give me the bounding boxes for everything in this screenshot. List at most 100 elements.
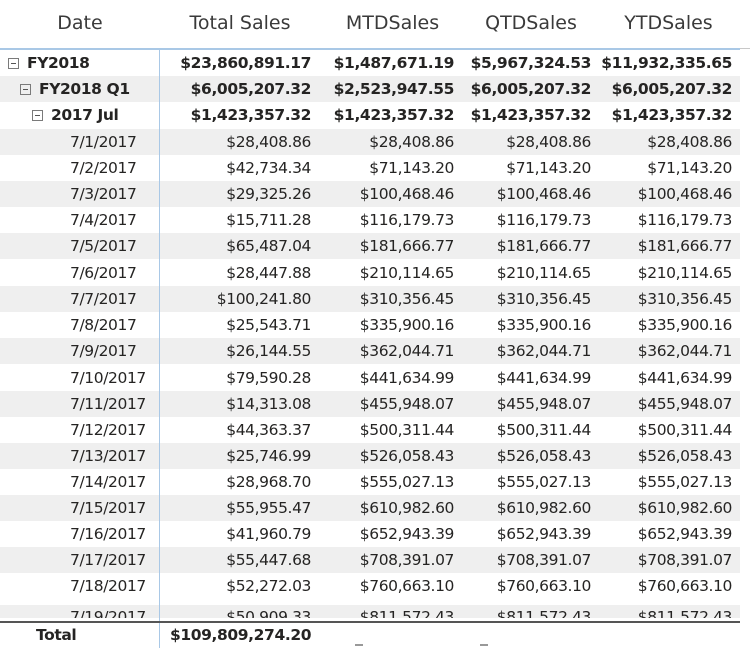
- cell-qtd-sales: $310,356.45: [496, 290, 592, 308]
- cell-total-sales: $1,423,357.32: [190, 106, 312, 124]
- row-header-date[interactable]: 7/11/2017: [70, 395, 146, 413]
- cell-ytd-sales: $1,423,357.32: [611, 106, 733, 124]
- cell-total-sales: $25,746.99: [226, 447, 311, 465]
- row-header-date[interactable]: 7/9/2017: [70, 342, 137, 360]
- row-header-date[interactable]: 7/18/2017: [70, 577, 146, 595]
- cell-total-sales: $52,272.03: [226, 577, 311, 595]
- cell-mtd-sales: $28,408.86: [369, 133, 454, 151]
- cell-qtd-sales: $335,900.16: [496, 316, 592, 334]
- cell-mtd-sales: $500,311.44: [359, 421, 455, 439]
- cell-mtd-sales: $811,572.43: [359, 608, 455, 618]
- cell-mtd-sales: $441,634.99: [359, 369, 455, 387]
- column-header-total-sales[interactable]: Total Sales: [189, 12, 291, 34]
- cell-ytd-sales: $555,027.13: [637, 473, 733, 491]
- cell-ytd-sales: $526,058.43: [637, 447, 733, 465]
- cell-mtd-sales: $555,027.13: [359, 473, 455, 491]
- cell-total-sales: $55,955.47: [226, 499, 311, 517]
- cell-ytd-sales: $362,044.71: [637, 342, 733, 360]
- cell-qtd-sales: $811,572.43: [496, 608, 592, 618]
- cell-ytd-sales: $100,468.46: [637, 185, 733, 203]
- row-header-date[interactable]: 7/3/2017: [70, 185, 137, 203]
- row-header-date[interactable]: 7/17/2017: [70, 551, 146, 569]
- row-header-quarter[interactable]: FY2018 Q1: [0, 76, 160, 102]
- row-header-date[interactable]: 7/5/2017: [70, 237, 137, 255]
- cell-mtd-sales: $116,179.73: [359, 211, 455, 229]
- row-header-date[interactable]: 7/10/2017: [70, 369, 146, 387]
- cell-mtd-sales: $71,143.20: [369, 159, 454, 177]
- row-header-date[interactable]: 7/1/2017: [70, 133, 137, 151]
- cell-total-sales: $50,909.33: [226, 608, 311, 618]
- cell-total-sales: $23,860,891.17: [180, 54, 311, 72]
- cell-mtd-sales: $1,487,671.19: [333, 54, 455, 72]
- row-header-date[interactable]: 7/8/2017: [70, 316, 137, 334]
- cell-total-sales: $79,590.28: [226, 369, 311, 387]
- cell-ytd-sales: $610,982.60: [637, 499, 733, 517]
- cell-total-sales: $6,005,207.32: [190, 80, 312, 98]
- row-header-date[interactable]: 7/4/2017: [70, 211, 137, 229]
- row-header-date[interactable]: 7/15/2017: [70, 499, 146, 517]
- cell-ytd-sales: $760,663.10: [637, 577, 733, 595]
- table-row: 7/15/2017 $55,955.47 $610,982.60 $610,98…: [0, 495, 740, 521]
- table-row: 7/18/2017 $52,272.03 $760,663.10 $760,66…: [0, 573, 740, 599]
- cell-qtd-sales: $116,179.73: [496, 211, 592, 229]
- table-row: 7/10/2017 $79,590.28 $441,634.99 $441,63…: [0, 365, 740, 391]
- cell-mtd-sales: $335,900.16: [359, 316, 455, 334]
- cell-qtd-sales: $652,943.39: [496, 525, 592, 543]
- row-header-date[interactable]: 7/13/2017: [70, 447, 146, 465]
- table-row: 7/4/2017 $15,711.28 $116,179.73 $116,179…: [0, 207, 740, 233]
- cell-mtd-sales: $310,356.45: [359, 290, 455, 308]
- cell-mtd-sales: $1,423,357.32: [333, 106, 455, 124]
- table-row: 7/9/2017 $26,144.55 $362,044.71 $362,044…: [0, 338, 740, 364]
- total-row: Total $109,809,274.20: [0, 622, 740, 648]
- cell-total-sales: $65,487.04: [226, 237, 311, 255]
- column-header-mtd-sales[interactable]: MTDSales: [345, 12, 440, 34]
- cell-ytd-sales: $500,311.44: [637, 421, 733, 439]
- cell-qtd-sales: $500,311.44: [496, 421, 592, 439]
- row-header-date[interactable]: 7/12/2017: [70, 421, 146, 439]
- cell-qtd-sales: $441,634.99: [496, 369, 592, 387]
- cell-total-sales: $28,968.70: [226, 473, 311, 491]
- collapse-icon[interactable]: [32, 109, 43, 121]
- cell-total-sales: $44,363.37: [226, 421, 311, 439]
- resize-handle[interactable]: [355, 644, 363, 646]
- cell-total-sales: $26,144.55: [226, 342, 311, 360]
- table-row: 7/13/2017 $25,746.99 $526,058.43 $526,05…: [0, 443, 740, 469]
- row-header-date[interactable]: 7/16/2017: [70, 525, 146, 543]
- row-label: FY2018 Q1: [39, 80, 130, 98]
- table-row: 7/11/2017 $14,313.08 $455,948.07 $455,94…: [0, 391, 740, 417]
- hierarchy-row-fy: FY2018 $23,860,891.17 $1,487,671.19 $5,9…: [0, 50, 740, 76]
- table-row: 7/12/2017 $44,363.37 $500,311.44 $500,31…: [0, 417, 740, 443]
- cell-qtd-sales: $28,408.86: [506, 133, 591, 151]
- cell-ytd-sales: $652,943.39: [637, 525, 733, 543]
- table-row: 7/1/2017 $28,408.86 $28,408.86 $28,408.8…: [0, 129, 740, 155]
- cell-mtd-sales: $2,523,947.55: [333, 80, 455, 98]
- row-label: FY2018: [27, 54, 90, 72]
- table-row: 7/7/2017 $100,241.80 $310,356.45 $310,35…: [0, 286, 740, 312]
- cell-mtd-sales: $760,663.10: [359, 577, 455, 595]
- cell-ytd-sales: $210,114.65: [637, 264, 733, 282]
- table-row: 7/3/2017 $29,325.26 $100,468.46 $100,468…: [0, 181, 740, 207]
- cell-ytd-sales: $708,391.07: [637, 551, 733, 569]
- row-header-date[interactable]: 7/19/2017: [70, 608, 146, 618]
- column-header-ytd-sales[interactable]: YTDSales: [624, 12, 713, 34]
- row-header-date[interactable]: 7/14/2017: [70, 473, 146, 491]
- cell-total-sales: $42,734.34: [226, 159, 311, 177]
- row-header-month[interactable]: 2017 Jul: [0, 102, 160, 128]
- row-header-fy[interactable]: FY2018: [0, 50, 160, 76]
- column-header-qtd-sales[interactable]: QTDSales: [485, 12, 577, 34]
- cell-qtd-sales: $210,114.65: [496, 264, 592, 282]
- row-header-date[interactable]: 7/6/2017: [70, 264, 137, 282]
- column-header-date[interactable]: Date: [57, 12, 103, 34]
- cell-ytd-sales: $28,408.86: [647, 133, 732, 151]
- cell-mtd-sales: $362,044.71: [359, 342, 455, 360]
- cell-qtd-sales: $526,058.43: [496, 447, 592, 465]
- cell-qtd-sales: $760,663.10: [496, 577, 592, 595]
- resize-handle[interactable]: [480, 644, 488, 646]
- row-header-date[interactable]: 7/2/2017: [70, 159, 137, 177]
- cell-mtd-sales: $610,982.60: [359, 499, 455, 517]
- collapse-icon[interactable]: [20, 83, 31, 95]
- table-row: 7/19/2017 $50,909.33 $811,572.43 $811,57…: [0, 605, 740, 618]
- cell-qtd-sales: $6,005,207.32: [470, 80, 592, 98]
- row-header-date[interactable]: 7/7/2017: [70, 290, 137, 308]
- collapse-icon[interactable]: [8, 57, 19, 69]
